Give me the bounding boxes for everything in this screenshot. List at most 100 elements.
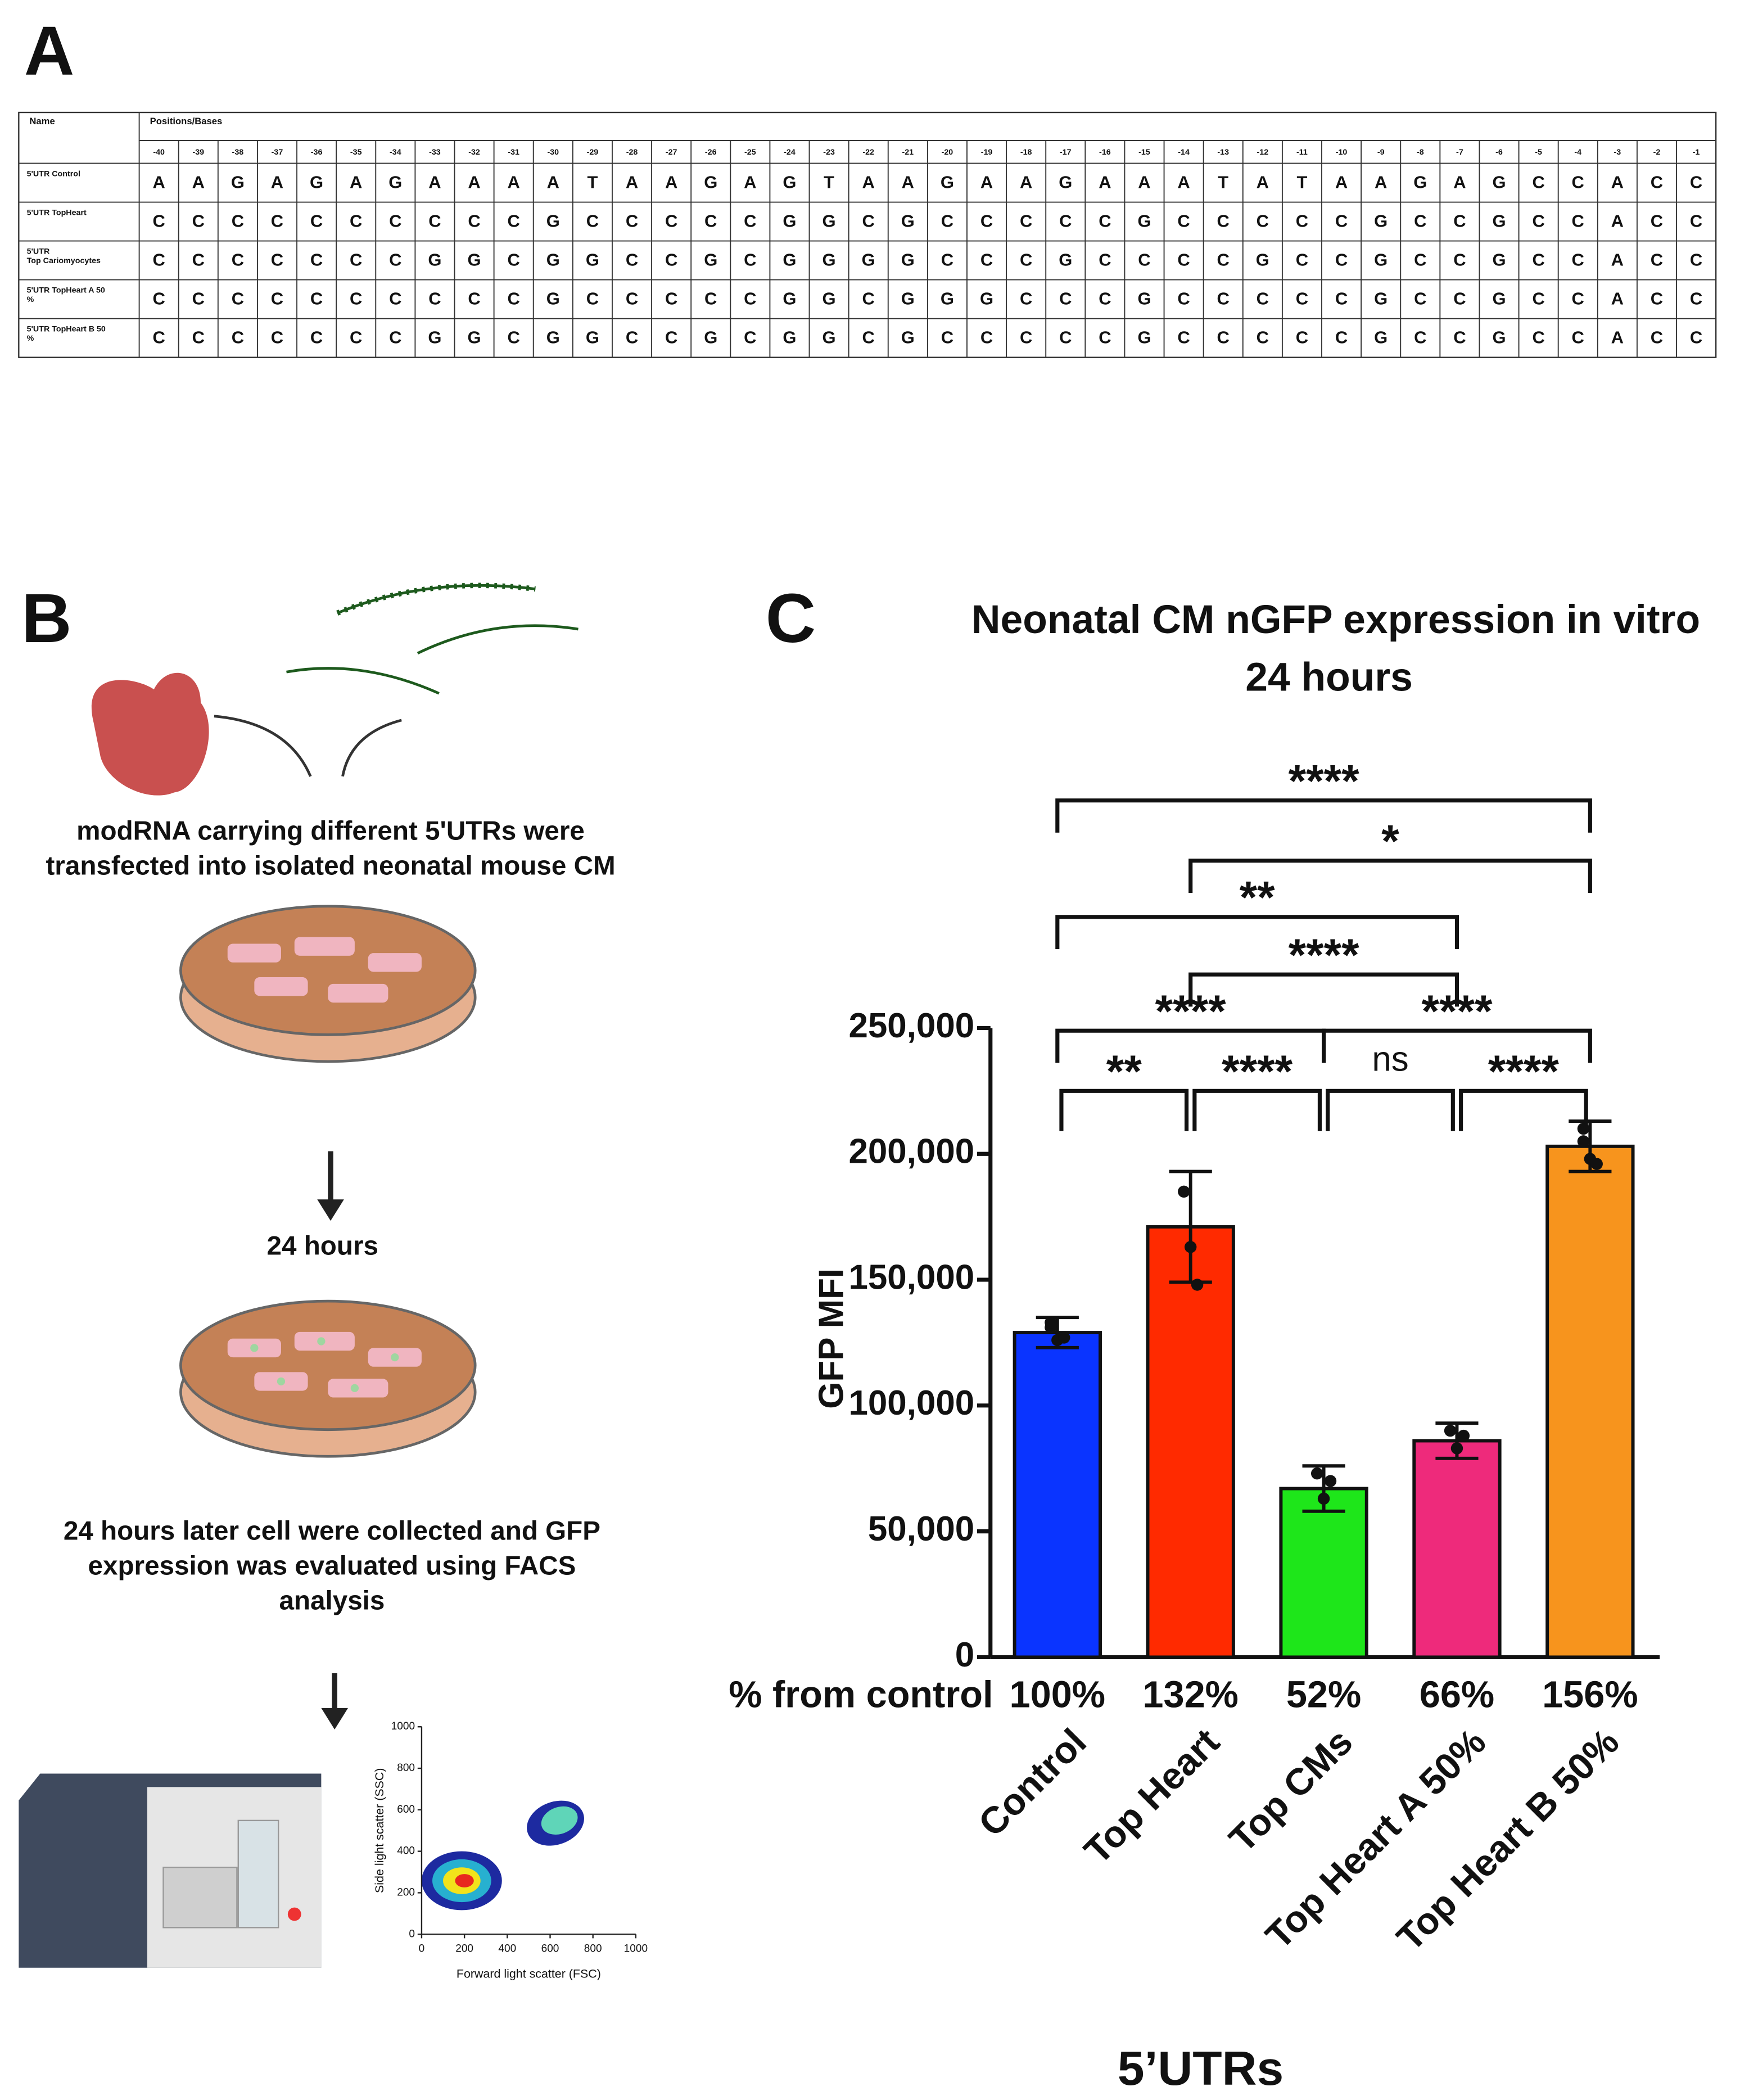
row-name: 5'UTR TopHeart B 50 bbox=[27, 324, 106, 333]
position: -22 bbox=[862, 148, 874, 157]
base: A bbox=[626, 172, 638, 192]
x-tick-label: Top Heart bbox=[1077, 1721, 1228, 1872]
base: C bbox=[626, 211, 638, 231]
cells bbox=[227, 937, 422, 1398]
base: G bbox=[1059, 172, 1072, 192]
significance-bracket bbox=[1055, 915, 1459, 949]
significance-label: ** bbox=[1106, 1046, 1142, 1097]
base: C bbox=[271, 288, 283, 308]
row-name: 5'UTR TopHeart bbox=[27, 208, 87, 217]
tick-label: 1000 bbox=[391, 1720, 415, 1732]
base: C bbox=[1059, 328, 1072, 347]
dish bbox=[179, 905, 477, 1036]
position: -40 bbox=[153, 148, 165, 157]
base: C bbox=[310, 288, 323, 308]
base: G bbox=[586, 250, 599, 269]
significance-label: **** bbox=[1289, 930, 1359, 981]
base: G bbox=[901, 211, 915, 231]
significance-bracket bbox=[1192, 1089, 1322, 1131]
position: -39 bbox=[192, 148, 204, 157]
base: C bbox=[704, 288, 717, 308]
base: A bbox=[1020, 172, 1032, 192]
base: C bbox=[192, 250, 205, 269]
position: -10 bbox=[1336, 148, 1348, 157]
base: G bbox=[901, 288, 915, 308]
dish bbox=[179, 1299, 477, 1431]
y-tick-label: 250,000 bbox=[848, 1006, 974, 1045]
row-name: 5'UTR Control bbox=[27, 169, 80, 178]
base: G bbox=[1374, 288, 1388, 308]
base: C bbox=[1532, 250, 1544, 269]
base: G bbox=[1374, 211, 1388, 231]
base: C bbox=[152, 211, 165, 231]
illustrations bbox=[19, 582, 584, 1968]
significance-bracket bbox=[1459, 1089, 1588, 1131]
base: G bbox=[783, 250, 796, 269]
base: A bbox=[1611, 172, 1624, 192]
base: C bbox=[1020, 328, 1032, 347]
data-point bbox=[1590, 1158, 1603, 1170]
significance-label: ** bbox=[1240, 873, 1275, 923]
base: C bbox=[626, 288, 638, 308]
base: C bbox=[1414, 288, 1426, 308]
base: G bbox=[586, 328, 599, 347]
position: -1 bbox=[1693, 148, 1700, 157]
row-name: Top Cariomyocytes bbox=[27, 256, 101, 265]
base: C bbox=[192, 288, 205, 308]
axis-label: Forward light scatter (FSC) bbox=[457, 1967, 601, 1980]
base: C bbox=[310, 328, 323, 347]
base: A bbox=[1257, 172, 1269, 192]
arrow-head bbox=[317, 1199, 344, 1221]
base: C bbox=[1020, 288, 1032, 308]
base: C bbox=[232, 211, 244, 231]
position: -13 bbox=[1217, 148, 1229, 157]
base: C bbox=[744, 211, 756, 231]
base: C bbox=[350, 211, 362, 231]
base: G bbox=[428, 328, 441, 347]
x-tick-label: Top CMs bbox=[1222, 1721, 1361, 1860]
cytometer-part bbox=[162, 1867, 238, 1929]
base: C bbox=[1453, 288, 1466, 308]
base: C bbox=[1177, 250, 1190, 269]
base: C bbox=[1099, 328, 1111, 347]
base: G bbox=[1492, 288, 1506, 308]
base: C bbox=[1099, 211, 1111, 231]
y-tick-label: 150,000 bbox=[848, 1258, 974, 1297]
base: G bbox=[862, 250, 875, 269]
base: C bbox=[508, 328, 520, 347]
base: C bbox=[1099, 250, 1111, 269]
base: C bbox=[1296, 288, 1308, 308]
base: G bbox=[546, 250, 560, 269]
base: C bbox=[1020, 211, 1032, 231]
base: C bbox=[744, 288, 756, 308]
row-name: 5'UTR TopHeart A 50 bbox=[27, 286, 105, 295]
base: C bbox=[1453, 328, 1466, 347]
base: G bbox=[822, 328, 836, 347]
base: C bbox=[508, 250, 520, 269]
base: G bbox=[1137, 211, 1151, 231]
significance-bracket bbox=[1059, 1089, 1189, 1131]
tick-label: 1000 bbox=[624, 1943, 648, 1954]
tick-label: 800 bbox=[397, 1762, 415, 1774]
base: C bbox=[1177, 288, 1190, 308]
step-text: 24 hours bbox=[267, 1231, 378, 1261]
panel-label: B bbox=[21, 580, 71, 657]
base: C bbox=[1651, 172, 1663, 192]
base: C bbox=[468, 288, 480, 308]
base: C bbox=[271, 211, 283, 231]
base: C bbox=[1572, 172, 1584, 192]
step-text: analysis bbox=[279, 1586, 385, 1615]
row-name: % bbox=[27, 295, 34, 304]
position: -38 bbox=[232, 148, 244, 157]
panel-label: A bbox=[24, 12, 74, 90]
data-point bbox=[1057, 1331, 1070, 1344]
base: C bbox=[1690, 288, 1702, 308]
data-point bbox=[1178, 1185, 1190, 1198]
significance-label: * bbox=[1381, 816, 1399, 867]
row-name: % bbox=[27, 334, 34, 343]
tick-label: 200 bbox=[455, 1943, 473, 1954]
base: C bbox=[1690, 211, 1702, 231]
base: A bbox=[1335, 172, 1348, 192]
base: C bbox=[271, 250, 283, 269]
base: G bbox=[783, 172, 796, 192]
